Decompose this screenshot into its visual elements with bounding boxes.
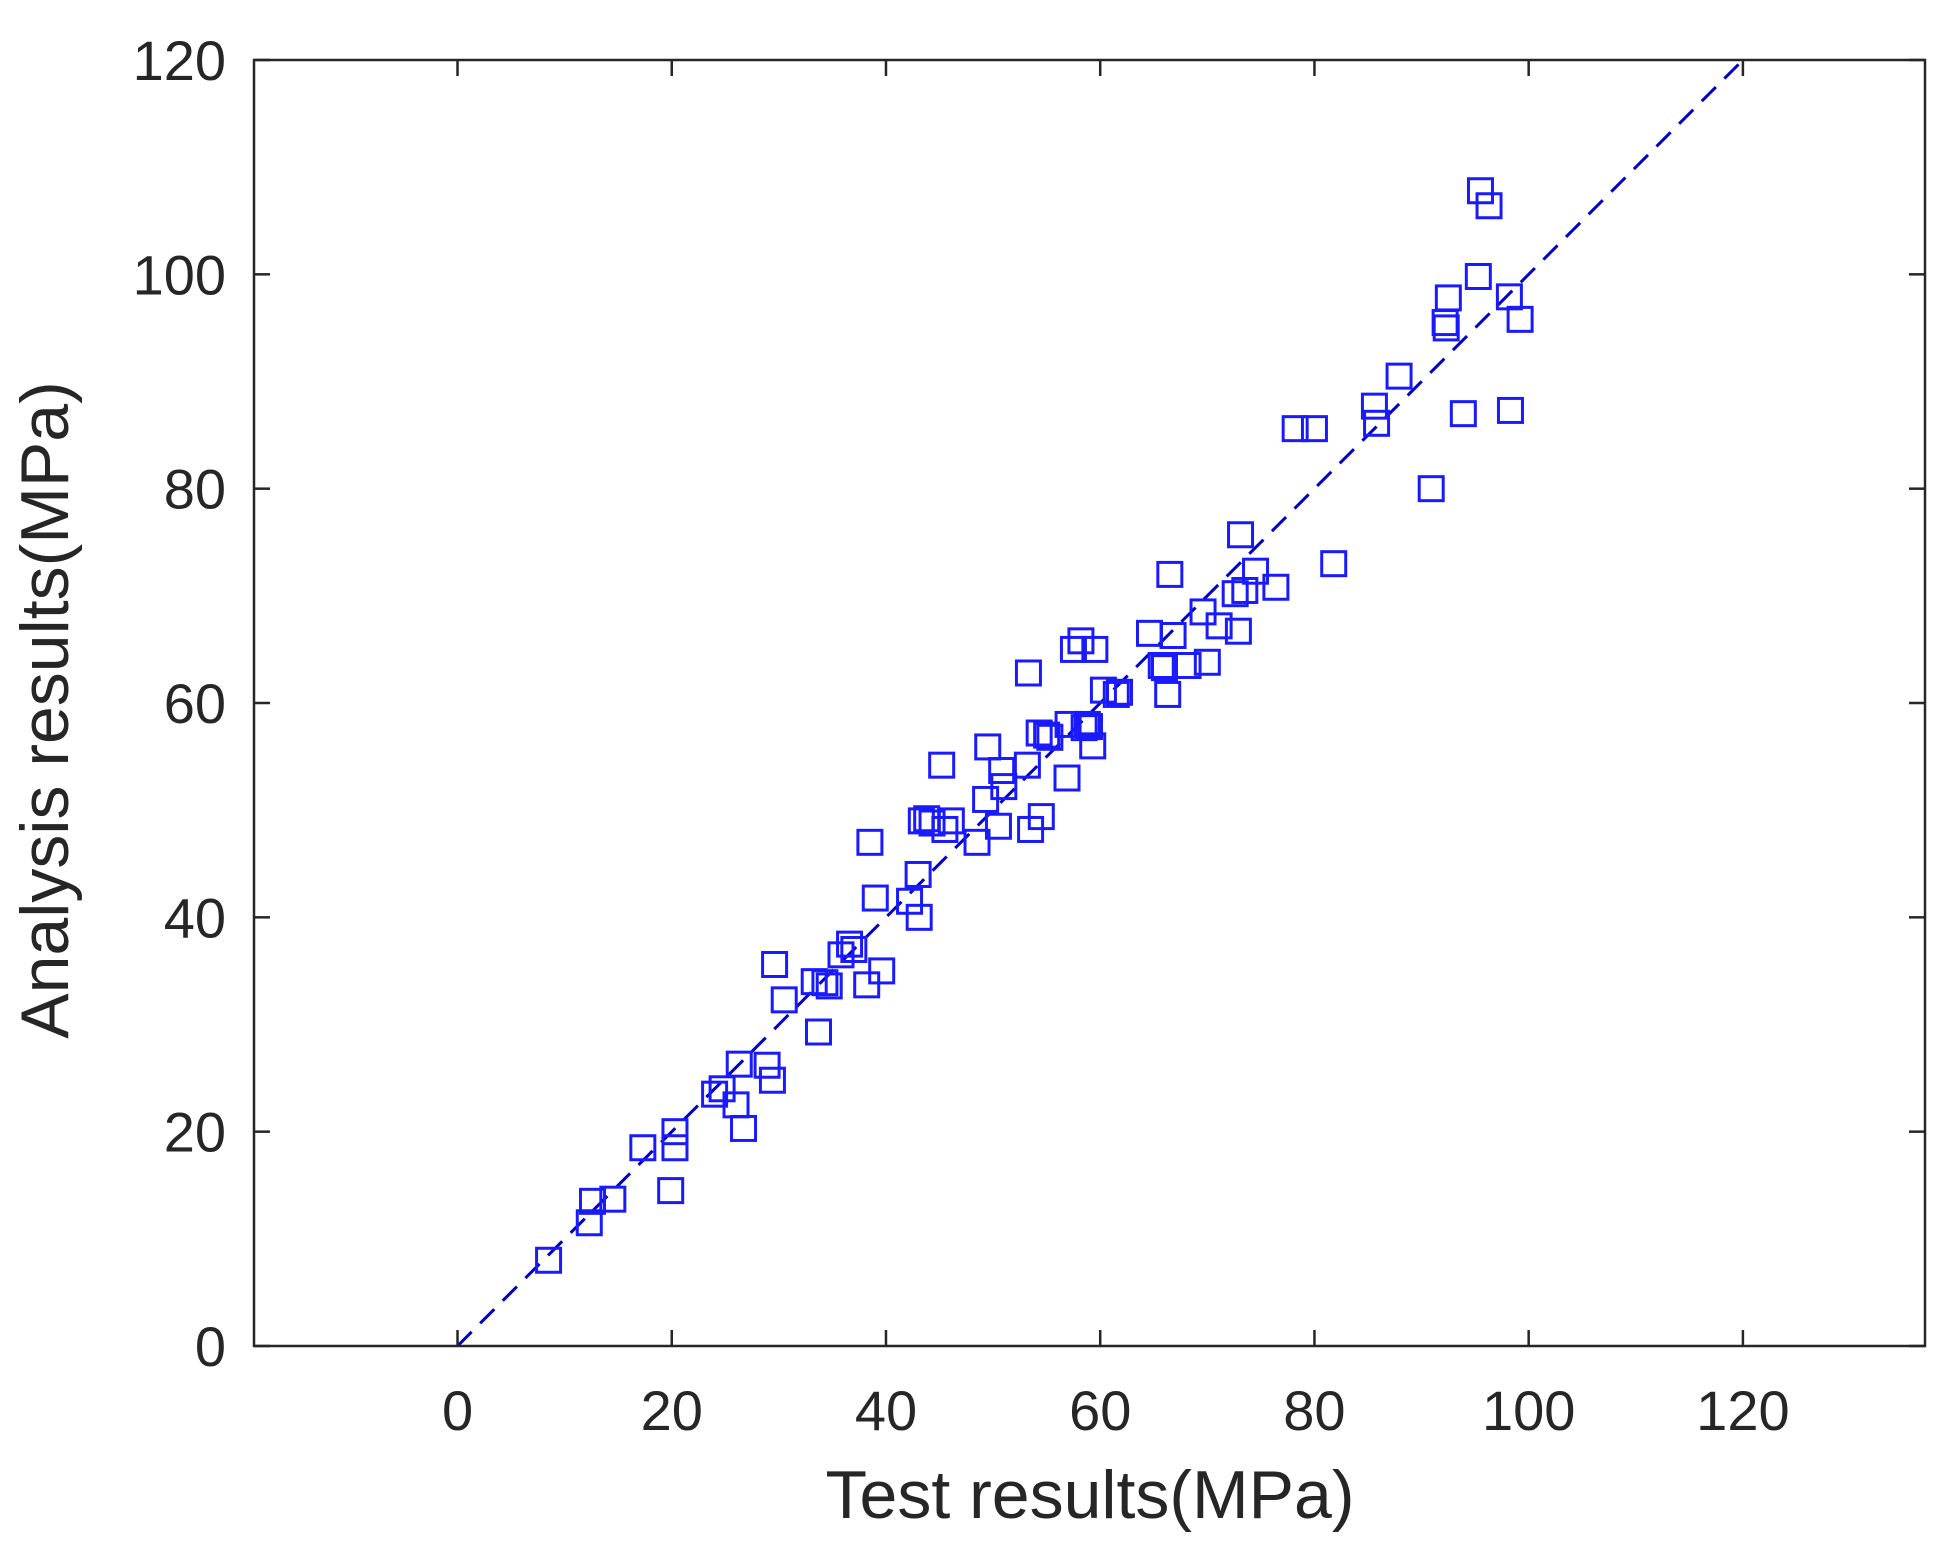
data-point <box>599 1185 627 1213</box>
x-tick-label: 80 <box>1283 1379 1345 1442</box>
data-point <box>811 969 839 997</box>
y-tick-label: 100 <box>133 243 226 306</box>
data-point <box>1105 678 1133 706</box>
x-tick-label: 20 <box>641 1379 703 1442</box>
x-axis-ticks: 0 20 40 60 80 100 120 <box>442 60 1790 1442</box>
data-point <box>905 903 933 931</box>
x-tick-label: 120 <box>1696 1379 1789 1442</box>
data-point <box>1076 713 1103 741</box>
data-point <box>725 1050 753 1078</box>
data-point <box>1147 651 1175 679</box>
x-axis-title: Test results(MPa) <box>826 1457 1355 1533</box>
data-point <box>1227 521 1255 549</box>
data-point <box>575 1209 603 1237</box>
data-point <box>1417 475 1445 503</box>
data-point <box>1300 415 1328 443</box>
data-point <box>535 1246 563 1274</box>
data-point <box>1242 557 1270 585</box>
data-point <box>836 930 864 958</box>
data-point <box>988 757 1016 785</box>
y-tick-label: 0 <box>195 1315 226 1378</box>
data-point <box>963 828 991 856</box>
x-tick-label: 40 <box>855 1379 917 1442</box>
x-tick-label: 100 <box>1482 1379 1575 1442</box>
data-point <box>868 957 896 985</box>
data-point <box>1159 621 1187 649</box>
y-axis-title: Analysis results(MPa) <box>7 381 83 1039</box>
data-point <box>974 733 1002 761</box>
data-point <box>1174 651 1202 679</box>
x-tick-label: 0 <box>442 1379 473 1442</box>
data-point <box>708 1075 736 1103</box>
data-point <box>1363 409 1391 437</box>
data-point <box>1013 751 1041 779</box>
data-point <box>1067 627 1095 655</box>
data-point <box>1059 635 1087 663</box>
data-point <box>661 1118 689 1146</box>
data-point <box>1434 284 1462 312</box>
data-point <box>1154 680 1182 708</box>
data-point <box>1360 392 1388 420</box>
data-point <box>1262 573 1290 601</box>
data-point <box>861 884 889 912</box>
data-point <box>1073 710 1101 738</box>
y-tick-label: 20 <box>164 1101 226 1164</box>
data-point <box>904 860 932 888</box>
data-point <box>1102 680 1130 708</box>
data-point <box>931 815 959 843</box>
data-point <box>896 887 924 915</box>
data-point <box>1053 764 1081 792</box>
data-point <box>578 1187 606 1215</box>
data-point <box>1506 305 1534 333</box>
data-point <box>1281 415 1309 443</box>
y-tick-label: 40 <box>164 886 226 949</box>
data-point <box>1475 192 1503 220</box>
data-point <box>629 1134 657 1162</box>
y-axis-ticks: 0 20 40 60 80 100 120 <box>133 29 1925 1378</box>
data-point <box>761 950 789 978</box>
data-point <box>840 935 868 963</box>
data-point <box>984 812 1012 840</box>
data-point <box>1193 648 1221 676</box>
data-point <box>1464 262 1492 290</box>
data-point <box>1221 580 1249 608</box>
data-point <box>937 807 965 835</box>
data-point <box>1054 710 1082 738</box>
data-point <box>853 971 881 999</box>
data-point <box>758 1066 786 1094</box>
data-points <box>535 177 1534 1274</box>
data-point <box>1385 362 1413 390</box>
data-point <box>1466 177 1494 205</box>
data-point <box>1320 550 1348 578</box>
data-point <box>1027 803 1055 831</box>
data-point <box>1079 732 1107 760</box>
data-point <box>1496 396 1524 424</box>
data-point <box>770 986 798 1014</box>
data-point <box>815 972 843 1000</box>
data-point <box>730 1114 758 1142</box>
data-point <box>661 1134 689 1162</box>
data-point <box>990 773 1018 801</box>
data-point <box>1156 560 1184 588</box>
data-point <box>856 828 884 856</box>
data-point <box>804 1018 832 1046</box>
data-point <box>1449 400 1477 428</box>
data-point <box>1432 314 1460 342</box>
y-tick-label: 120 <box>133 29 226 92</box>
y-tick-label: 60 <box>164 672 226 735</box>
data-point <box>1224 617 1252 645</box>
data-point <box>1081 635 1109 663</box>
data-point <box>657 1177 685 1205</box>
x-tick-label: 60 <box>1069 1379 1131 1442</box>
data-point <box>928 751 956 779</box>
y-tick-label: 80 <box>164 458 226 521</box>
data-point <box>753 1051 781 1079</box>
data-point <box>1205 612 1233 640</box>
data-point <box>1014 659 1042 687</box>
data-point <box>1189 598 1217 626</box>
